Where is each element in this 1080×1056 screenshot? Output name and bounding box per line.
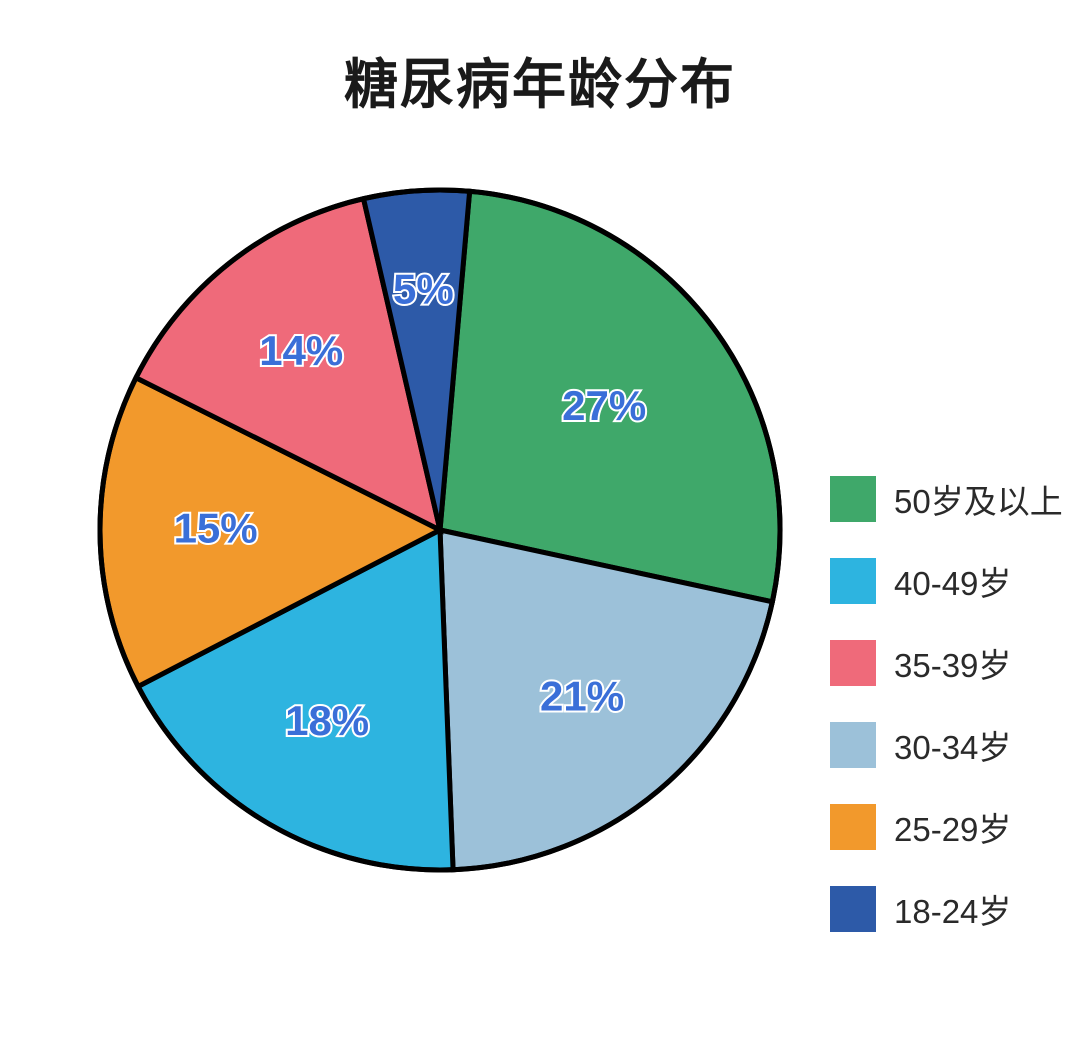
legend-label: 25-29岁 (894, 803, 1011, 851)
legend-swatch (830, 476, 876, 522)
legend-item: 18-24岁 (830, 885, 1063, 933)
legend: 50岁及以上 40-49岁 35-39岁 30-34岁 25-29岁 18-24岁 (830, 475, 1063, 933)
legend-item: 40-49岁 (830, 557, 1063, 605)
pie-chart: 27% 21% 18% 15% 14% 5% (90, 180, 790, 880)
legend-swatch (830, 804, 876, 850)
legend-swatch (830, 722, 876, 768)
legend-item: 50岁及以上 (830, 475, 1063, 523)
legend-label: 40-49岁 (894, 557, 1011, 605)
legend-item: 25-29岁 (830, 803, 1063, 851)
legend-item: 30-34岁 (830, 721, 1063, 769)
legend-label: 35-39岁 (894, 639, 1011, 687)
slice-label: 27% (562, 382, 646, 429)
legend-label: 50岁及以上 (894, 475, 1063, 523)
slice-label: 5% (393, 266, 454, 313)
legend-swatch (830, 558, 876, 604)
slice-label: 18% (285, 697, 369, 744)
legend-label: 30-34岁 (894, 721, 1011, 769)
chart-title: 糖尿病年龄分布 (0, 40, 1080, 119)
slice-label: 15% (174, 505, 258, 552)
legend-swatch (830, 640, 876, 686)
legend-item: 35-39岁 (830, 639, 1063, 687)
slice-label: 21% (540, 672, 624, 719)
slice-label: 14% (259, 327, 343, 374)
pie-svg: 27% 21% 18% 15% 14% 5% (90, 180, 790, 880)
legend-label: 18-24岁 (894, 885, 1011, 933)
legend-swatch (830, 886, 876, 932)
